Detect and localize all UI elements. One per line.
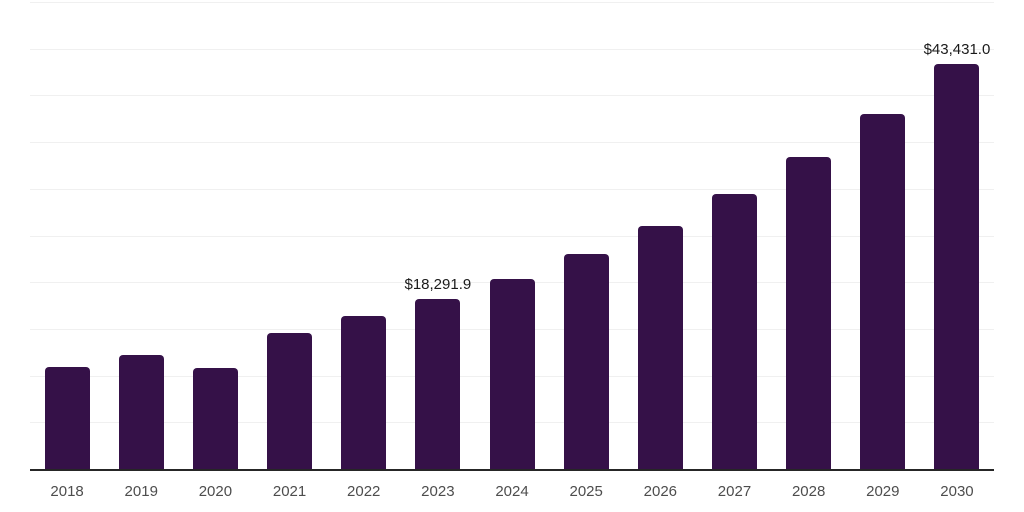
gridline-50000 (30, 2, 994, 3)
bar-2028 (786, 157, 832, 470)
x-tick-2027: 2027 (717, 483, 752, 500)
x-axis-line (30, 469, 994, 471)
bars-group: $18,291.9 $43,431.0 (30, 3, 994, 470)
data-label-2030: $43,431.0 (923, 41, 991, 59)
bar-slot-2022 (327, 3, 401, 470)
bar-2026 (637, 226, 683, 470)
plot-area: $18,291.9 $43,431.0 (30, 2, 994, 471)
bar-2029 (860, 114, 906, 470)
x-tick-2021: 2021 (272, 483, 307, 500)
x-tick-2019: 2019 (124, 483, 158, 500)
gridline-35000 (30, 142, 994, 144)
bar-slot-2018 (30, 3, 104, 470)
bar-2022 (341, 315, 387, 470)
bar-2020 (192, 368, 238, 470)
gridline-25000 (30, 235, 994, 237)
x-tick-2023: 2023 (421, 483, 455, 500)
bar-2018 (44, 367, 90, 470)
bar-2021 (267, 332, 313, 470)
x-tick-2020: 2020 (198, 483, 233, 500)
x-tick-2028: 2028 (791, 483, 826, 500)
bar-slot-2025 (549, 3, 623, 470)
bar-slot-2019 (104, 3, 178, 470)
bar-slot-2021 (252, 3, 326, 470)
bar-slot-2024 (475, 3, 549, 470)
gridline-40000 (30, 95, 994, 97)
bar-slot-2023: $18,291.9 (401, 3, 475, 470)
bar-2024 (489, 278, 535, 470)
x-tick-2029: 2029 (866, 483, 900, 500)
bar-2030 (934, 64, 980, 470)
x-tick-2025: 2025 (569, 483, 603, 500)
gridline-30000 (30, 188, 994, 190)
bar-slot-2028 (772, 3, 846, 470)
bar-2023 (415, 299, 461, 470)
x-axis-tick-labels: 2018 2019 2020 2021 2022 2023 2024 2025 2026 2027… (30, 484, 994, 500)
bar-slot-2027 (697, 3, 771, 470)
bar-slot-2020 (178, 3, 252, 470)
bar-2025 (563, 254, 609, 470)
x-tick-2018: 2018 (50, 483, 84, 500)
x-tick-2022: 2022 (347, 483, 381, 500)
bar-slot-2030: $43,431.0 (920, 3, 994, 470)
x-tick-2026: 2026 (643, 483, 678, 500)
x-tick-2024: 2024 (495, 483, 529, 500)
x-tick-2030: 2030 (940, 483, 974, 500)
bar-slot-2026 (623, 3, 697, 470)
data-label-2023: $18,291.9 (404, 276, 472, 294)
bar-slot-2029 (846, 3, 920, 470)
bar-2019 (118, 354, 164, 470)
gridline-45000 (30, 48, 994, 50)
bar-2027 (711, 194, 757, 470)
